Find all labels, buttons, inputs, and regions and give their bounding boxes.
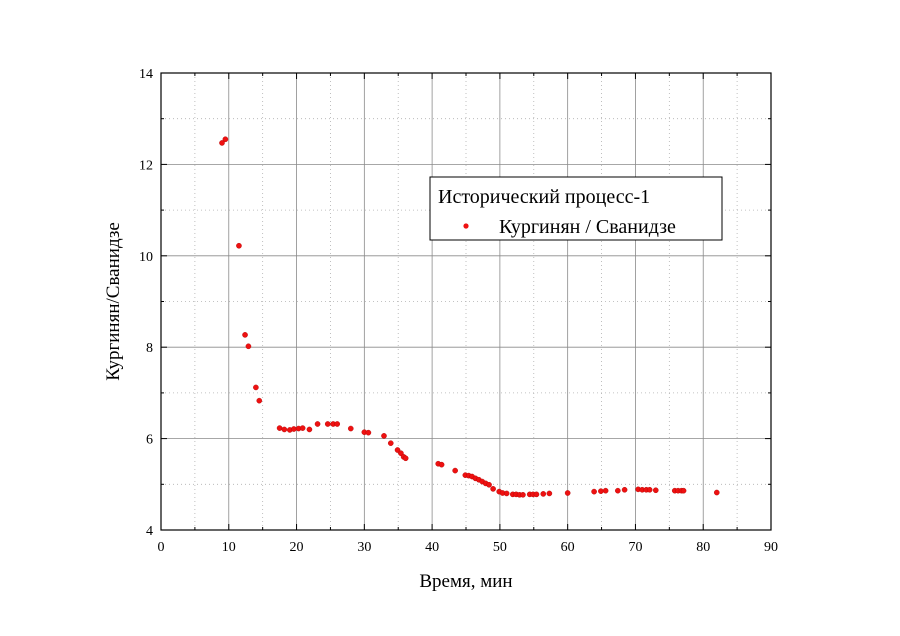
x-tick-label: 0 [158, 540, 165, 555]
tick-labels: 0 10 20 30 40 50 60 70 80 90 4 6 8 10 12 14 [139, 67, 778, 555]
data-points [219, 136, 720, 498]
data-point [281, 426, 288, 433]
data-point [253, 384, 259, 391]
data-point [680, 487, 687, 494]
x-tick-label: 60 [561, 540, 575, 555]
data-point [222, 136, 229, 143]
x-axis-label: Время, мин [419, 571, 512, 592]
data-point [365, 429, 372, 436]
y-tick-label: 8 [146, 341, 153, 356]
data-point [334, 421, 341, 427]
x-tick-label: 90 [764, 540, 778, 555]
data-point [652, 487, 659, 494]
y-tick-label: 4 [146, 524, 153, 539]
legend-title: Исторический процесс-1 [438, 186, 650, 208]
y-tick-label: 14 [139, 67, 153, 82]
data-point [486, 481, 492, 488]
legend-entry: Кургинян / Сванидзе [499, 216, 676, 238]
data-point [306, 426, 313, 433]
data-point [646, 486, 653, 493]
x-tick-label: 40 [425, 540, 439, 555]
data-point [490, 486, 496, 492]
data-point [520, 492, 526, 498]
data-point [299, 425, 306, 431]
data-point [598, 488, 604, 494]
x-tick-label: 20 [290, 540, 304, 555]
x-tick-label: 50 [493, 540, 507, 555]
data-point [381, 433, 387, 439]
data-point [533, 491, 540, 498]
y-tick-label: 10 [139, 250, 153, 265]
data-point [324, 421, 331, 427]
legend: Исторический процесс-1 Кургинян / Сванид… [429, 176, 723, 241]
data-point [591, 488, 597, 495]
data-point [452, 467, 458, 474]
data-point [394, 447, 401, 453]
y-axis-label: Кургинян/Сванидзе [103, 222, 124, 381]
data-point [256, 397, 263, 404]
data-point [602, 487, 609, 494]
data-point [621, 486, 628, 493]
x-tick-label: 10 [222, 540, 236, 555]
x-tick-label: 80 [696, 540, 710, 555]
data-point [546, 490, 553, 497]
minor-grid [161, 73, 771, 530]
data-point [347, 425, 354, 432]
data-point [438, 461, 445, 468]
data-point [276, 425, 283, 431]
data-point [245, 343, 252, 350]
y-tick-label: 12 [139, 158, 153, 173]
data-point [503, 490, 510, 497]
data-point [291, 426, 297, 432]
data-point [387, 440, 394, 446]
data-point [236, 242, 242, 249]
axis-ticks [160, 72, 772, 531]
x-tick-label: 70 [628, 540, 642, 555]
x-tick-label: 30 [357, 540, 371, 555]
data-point [713, 489, 720, 496]
legend-marker [463, 223, 469, 229]
data-point [615, 487, 621, 494]
data-point [242, 332, 248, 338]
data-point [314, 421, 321, 427]
data-point [540, 491, 547, 497]
legend-box [429, 176, 723, 241]
y-tick-label: 6 [146, 433, 153, 448]
data-point [564, 490, 571, 496]
major-grid [161, 73, 771, 530]
data-point [219, 140, 225, 146]
data-point [402, 455, 409, 462]
